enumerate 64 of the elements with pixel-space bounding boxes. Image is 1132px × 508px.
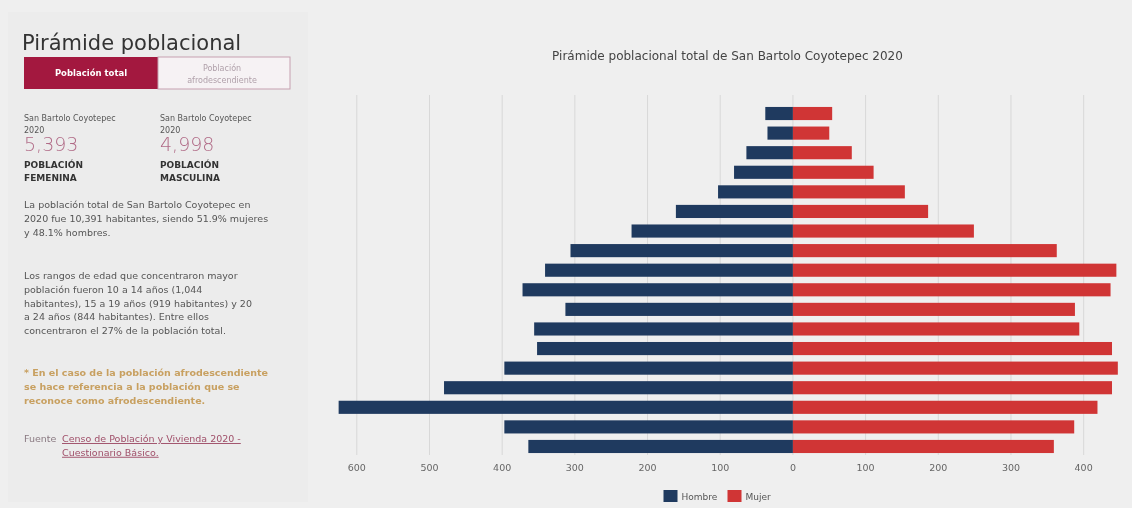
- bar: [792, 381, 1113, 395]
- text: POBLACIÓN MASCULINA: [160, 159, 220, 184]
- text: Población afrodescendiente: [187, 63, 257, 85]
- bar: [734, 165, 793, 179]
- bar: [746, 146, 793, 160]
- text: 4,998: [160, 133, 215, 155]
- text: POBLACIÓN FEMENINA: [24, 159, 83, 184]
- bar: [792, 361, 1118, 375]
- legend-label: Hombre: [681, 492, 718, 502]
- bar: [792, 263, 1117, 277]
- bar: [792, 322, 1080, 336]
- bar: [792, 400, 1098, 414]
- bar: [534, 322, 793, 336]
- bar: [545, 263, 793, 277]
- bar: [792, 341, 1113, 356]
- x-tick-label: 500: [420, 462, 439, 473]
- bar: [767, 126, 793, 140]
- bar: [537, 341, 793, 356]
- bar: [565, 302, 793, 316]
- bar: [631, 224, 793, 238]
- bar: [765, 106, 793, 121]
- text: Pirámide poblacional: [22, 31, 242, 55]
- bar: [718, 185, 793, 199]
- bar: [792, 283, 1111, 297]
- text: Población total: [54, 68, 128, 78]
- text: * En el caso de la población afrodescendiente se hace referencia a la población que se reconoce como afrodescendiente.: [24, 367, 268, 406]
- bar: [792, 439, 1054, 454]
- text: San Bartolo Coyotepec 2020: [160, 114, 252, 135]
- text: San Bartolo Coyotepec 2020: [24, 114, 116, 135]
- bar: [792, 244, 1057, 258]
- bar: [504, 361, 793, 375]
- x-tick-label: 300: [565, 462, 584, 473]
- bar: [792, 204, 929, 219]
- bar: [792, 185, 905, 199]
- text: Fuente: [24, 433, 57, 444]
- bar: [570, 244, 793, 258]
- text: 5,393: [24, 133, 79, 155]
- x-tick-label: 400: [1074, 462, 1093, 473]
- bar: [792, 224, 974, 238]
- x-tick-label: 300: [1001, 462, 1021, 473]
- x-tick-label: 100: [711, 462, 730, 473]
- x-tick-label: 0: [789, 462, 796, 473]
- x-tick-label: 400: [493, 462, 512, 473]
- x-tick-label: 200: [638, 462, 657, 473]
- x-tick-label: 200: [929, 462, 948, 473]
- bar: [528, 439, 793, 454]
- bar: [338, 400, 793, 414]
- legend-label: Mujer: [745, 492, 772, 502]
- x-tick-label: 100: [856, 462, 875, 473]
- bar: [792, 302, 1075, 316]
- bar: [792, 165, 874, 179]
- text: Censo de Población y Vivienda 2020 - Cuestionario Básico.: [62, 433, 241, 458]
- bar: [444, 381, 793, 395]
- text: La población total de San Bartolo Coyotepec en 2020 fue 10,391 habitantes, siendo 51.9% mujeres y 48.1% hombres.: [24, 199, 269, 238]
- x-tick-label: 600: [347, 462, 366, 473]
- bar: [792, 420, 1075, 434]
- bar: [792, 106, 833, 121]
- bar: [792, 126, 830, 140]
- text: Los rangos de edad que concentraron mayor población fueron 10 a 14 años (1,044 habitantes), 15 a 19 años (919 habitantes) y 20 a 24 años (844 habitantes). Entre ellos concentraron el 27% de la población total.: [24, 270, 252, 337]
- chart-title: Pirámide poblacional total de San Bartolo Coyotepec 2020: [552, 49, 903, 63]
- bar: [792, 146, 852, 160]
- bar: [504, 420, 793, 434]
- bar: [522, 283, 793, 297]
- bar: [675, 204, 793, 219]
